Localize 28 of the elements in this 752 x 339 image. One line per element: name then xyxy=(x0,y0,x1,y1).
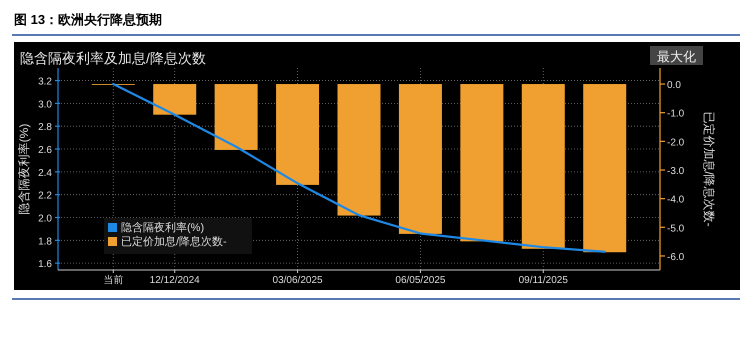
y2-tick-label: -6.0 xyxy=(667,252,685,263)
legend-label: 隐含隔夜利率(%) xyxy=(121,221,204,234)
y-tick-label: 3.2 xyxy=(38,76,52,88)
x-tick-label: 03/06/2025 xyxy=(272,275,324,286)
y2-axis-title: 已定价加息/降息次数- xyxy=(702,111,716,227)
x-tick-label: 12/12/2024 xyxy=(150,275,200,286)
y-tick-label: 2.2 xyxy=(38,190,52,202)
y-tick-label: 3.0 xyxy=(38,99,52,110)
y2-tick-label: -5.0 xyxy=(667,223,685,234)
chart-title: 图 13：欧洲央行降息预期 xyxy=(14,12,162,27)
x-tick-label: 当前 xyxy=(103,274,124,286)
y2-tick-label: -4.0 xyxy=(667,194,685,206)
y-tick-label: 2.0 xyxy=(38,214,52,225)
x-tick-label: 09/11/2025 xyxy=(518,275,568,286)
y2-tick-label: -2.0 xyxy=(667,137,685,148)
y-axis-title: 隐含隔夜利率(%) xyxy=(17,124,31,214)
x-tick-label: 06/05/2025 xyxy=(395,275,446,286)
legend-label: 已定价加息/降息次数- xyxy=(121,235,228,248)
y2-tick-label: -3.0 xyxy=(667,166,685,178)
y-tick-label: 1.8 xyxy=(38,236,52,248)
y-tick-label: 1.6 xyxy=(38,259,52,270)
chart-subtitle: 隐含隔夜利率及加息/降息次数 xyxy=(20,50,206,66)
y-tick-label: 2.6 xyxy=(38,145,52,156)
y-tick-label: 2.4 xyxy=(38,168,52,179)
y2-tick-label: -1.0 xyxy=(667,108,685,120)
text: 最大化 xyxy=(657,49,696,64)
y-tick-label: 2.8 xyxy=(38,122,52,134)
y2-tick-label: 0.0 xyxy=(667,80,682,92)
